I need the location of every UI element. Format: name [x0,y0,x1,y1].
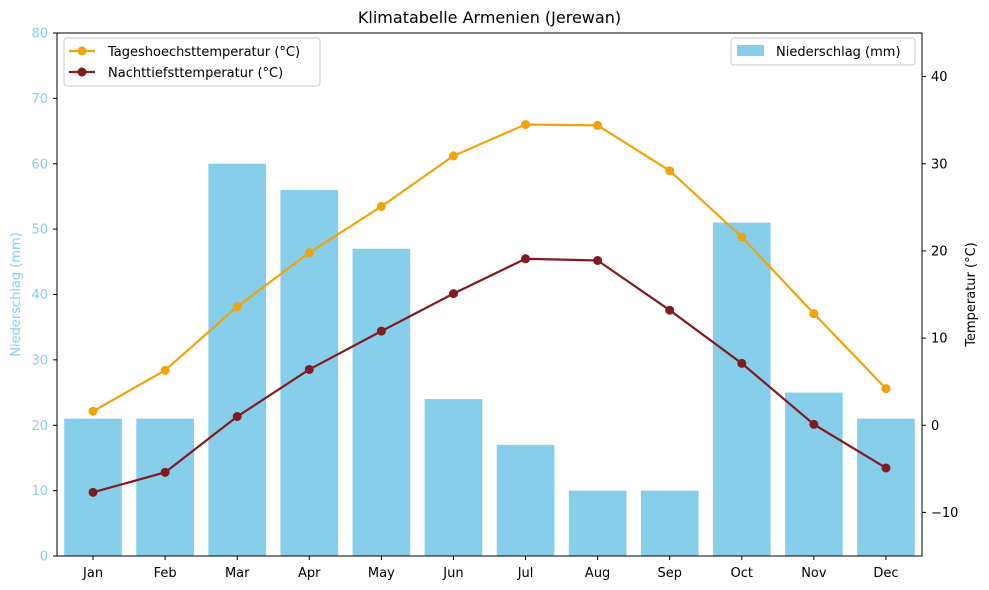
x-tick-label: Oct [731,566,753,581]
bar-dec [857,418,915,556]
y-left-tick-label: 20 [31,419,48,434]
x-tick-label: Dec [873,566,898,581]
point-series-1-oct [737,358,747,368]
right-y-axis-label: Temperatur (°C) [964,242,979,348]
point-series-1-sep [665,305,675,315]
x-tick-label: Aug [585,566,610,581]
chart-title: Klimatabelle Armenien (Jerewan) [358,8,621,27]
point-series-0-feb [160,365,170,375]
y-right-tick-label: 10 [931,332,948,347]
y-left-tick-label: 0 [40,550,48,565]
point-series-1-aug [593,256,603,266]
legend-precipitation: Niederschlag (mm) [730,37,916,66]
left-y-axis-label: Niederschlag (mm) [9,232,24,357]
bar-feb [136,418,194,556]
y-left-tick-label: 70 [31,92,48,107]
point-series-1-dec [881,463,891,473]
y-right-tick-label: 30 [931,157,948,172]
legend-temperature-box [63,37,321,87]
point-series-0-oct [737,232,747,242]
x-tick-label: Jul [517,566,534,581]
line-series-0 [92,123,887,413]
point-series-1-jun [448,289,458,299]
legend-marker-high [77,46,87,56]
right-y-axis: −10 0 10 20 30 40 [922,70,958,521]
point-series-0-jan [88,406,98,416]
point-series-0-sep [665,166,675,176]
legend-marker-low [77,67,87,77]
bar-jul [496,444,555,556]
point-series-0-dec [881,384,891,394]
point-series-0-may [376,201,386,211]
point-series-0-jun [448,151,458,161]
x-tick-label: May [368,566,395,581]
point-series-1-nov [809,419,819,429]
x-tick-label: Apr [298,566,321,581]
bar-oct [712,222,771,556]
y-left-tick-label: 50 [31,223,48,238]
point-series-1-jan [88,487,98,497]
x-tick-label: Jan [82,566,103,581]
x-tick-label: Mar [225,566,250,581]
bar-may [352,248,411,557]
bar-jun [424,399,483,556]
y-right-tick-label: 40 [931,70,948,85]
bar-mar [208,163,267,556]
point-series-1-apr [304,364,314,374]
point-series-1-mar [232,412,242,422]
x-tick-label: Nov [801,566,827,581]
y-left-tick-label: 40 [31,288,48,303]
left-y-axis: 0 10 20 30 40 50 60 70 80 [31,27,57,565]
bar-nov [785,392,843,556]
y-left-tick-label: 30 [31,353,48,368]
point-series-0-jul [521,120,531,130]
bar-sep [640,490,699,556]
x-tick-label: Feb [154,566,177,581]
point-series-0-nov [809,309,819,319]
y-left-tick-label: 60 [31,157,48,172]
temperature-lines [88,120,891,497]
x-axis: Jan Feb Mar Apr May Jun Jul Aug Sep Oct Nov Dec [82,556,899,581]
y-left-tick-label: 10 [31,484,48,499]
x-tick-label: Sep [657,566,682,581]
legend-label-high: Tageshoechsttemperatur (°C) [107,45,300,60]
point-series-1-jul [521,254,531,264]
point-series-0-aug [593,120,603,130]
y-left-tick-label: 80 [31,27,48,42]
legend-label-low: Nachttiefsttemperatur (°C) [108,66,283,81]
point-series-1-feb [160,467,170,477]
bar-aug [568,490,627,556]
legend-swatch-precipitation [737,45,764,56]
legend-precipitation-box [730,37,916,66]
legend-label-precipitation: Niederschlag (mm) [776,45,901,60]
y-right-tick-label: 0 [931,419,939,434]
y-right-tick-label: 20 [931,244,948,259]
line-series-1 [92,257,887,494]
legend-temperature: Tageshoechsttemperatur (°C) Nachttiefstt… [63,37,321,87]
point-series-0-apr [304,248,314,258]
point-series-1-may [376,326,386,336]
y-right-tick-label: −10 [931,506,958,521]
x-tick-label: Jun [442,566,463,581]
point-series-0-mar [232,302,242,312]
